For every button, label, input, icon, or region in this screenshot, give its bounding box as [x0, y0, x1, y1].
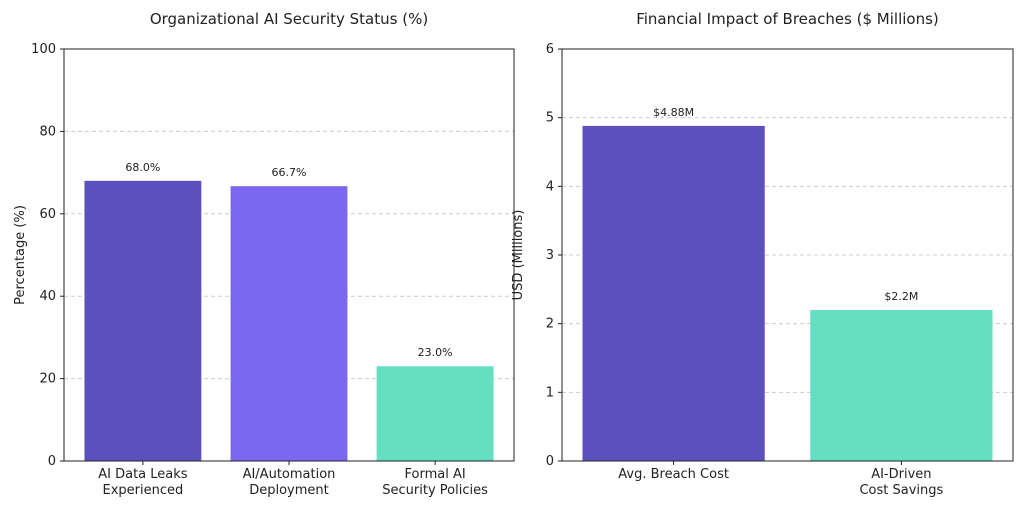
y-axis-label: USD (Millions)	[511, 210, 526, 301]
y-tick-label: 6	[546, 42, 554, 57]
x-tick-label: Formal AI Security Policies	[382, 467, 488, 498]
value-label: 66.7%	[272, 166, 307, 179]
y-tick-label: 2	[546, 317, 554, 332]
axes-frame	[561, 48, 1014, 462]
x-tick-label: AI Data Leaks Experienced	[98, 467, 188, 498]
y-tick-label: 80	[39, 124, 56, 139]
value-label: 68.0%	[125, 161, 160, 174]
x-tick-label: AI-Driven Cost Savings	[859, 467, 944, 498]
x-tick-label: AI/Automation Deployment	[242, 467, 336, 498]
y-tick-label: 100	[31, 42, 56, 57]
y-tick-label: 0	[48, 454, 56, 469]
chart-title: Organizational AI Security Status (%)	[150, 10, 428, 28]
value-label: $2.2M	[884, 290, 918, 303]
bar	[84, 180, 202, 461]
y-tick-label: 3	[546, 248, 554, 263]
x-tick-label: Avg. Breach Cost	[618, 467, 729, 482]
bar	[582, 125, 765, 461]
chart-title: Financial Impact of Breaches ($ Millions…	[636, 10, 939, 28]
bar	[230, 186, 348, 462]
value-label: 23.0%	[418, 346, 453, 359]
y-tick-label: 40	[39, 289, 56, 304]
y-tick-label: 0	[546, 454, 554, 469]
y-tick-label: 60	[39, 207, 56, 222]
axes-frame	[63, 48, 515, 462]
y-tick-label: 4	[546, 179, 554, 194]
y-tick-label: 20	[39, 372, 56, 387]
value-label: $4.88M	[653, 106, 694, 119]
y-tick-label: 5	[546, 111, 554, 126]
bar	[810, 309, 993, 461]
y-tick-label: 1	[546, 385, 554, 400]
y-axis-label: Percentage (%)	[13, 205, 28, 305]
bar	[376, 366, 494, 461]
